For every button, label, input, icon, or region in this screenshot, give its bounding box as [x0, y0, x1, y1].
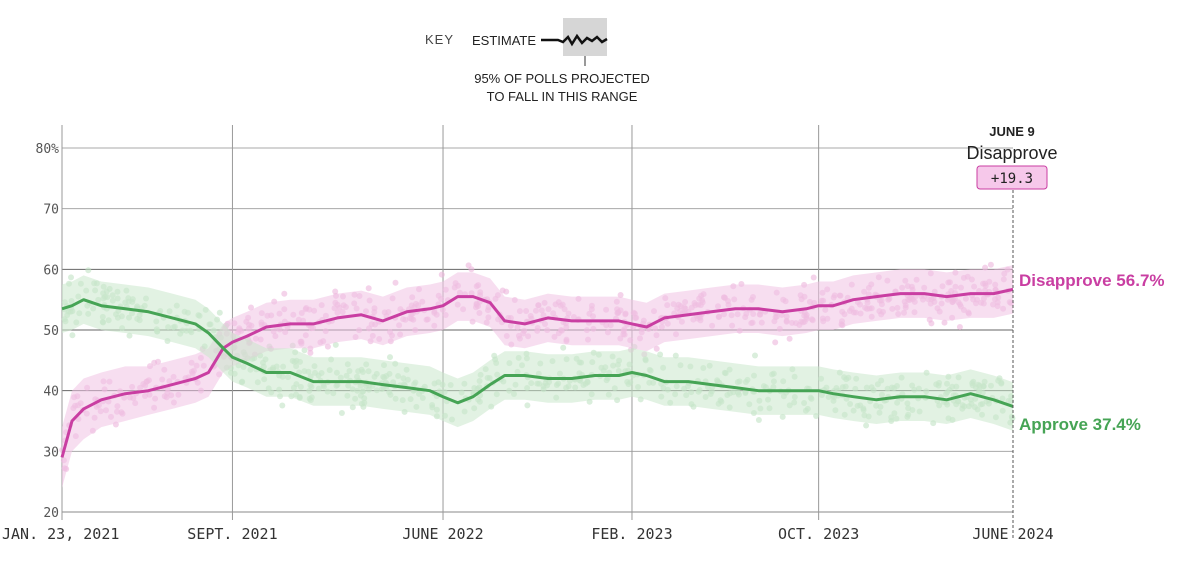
poll-dot-disapprove	[772, 339, 779, 346]
chart-key: KEY ESTIMATE 95% OF POLLS PROJECTED TO F…	[425, 18, 650, 104]
x-tick-label: OCT. 2023	[778, 525, 859, 543]
poll-dot-approve	[755, 417, 762, 423]
poll-dot-approve	[68, 274, 74, 281]
poll-dot-approve	[338, 410, 345, 416]
y-tick-label: 60	[43, 263, 59, 278]
estimate-lines	[60, 287, 1014, 458]
poll-dot-disapprove	[281, 290, 288, 297]
line-disapprove	[60, 287, 1014, 458]
annotation-series: Disapprove	[966, 143, 1057, 163]
y-tick-label: 70	[43, 203, 59, 218]
x-tick-label: JUNE 2022	[402, 525, 483, 543]
poll-dot-disapprove	[786, 335, 793, 342]
key-estimate-label: ESTIMATE	[472, 33, 536, 48]
poll-dot-disapprove	[982, 264, 989, 271]
poll-dot-approve	[524, 402, 531, 409]
key-range-label-1: 95% OF POLLS PROJECTED	[474, 71, 650, 86]
poll-dot-approve	[301, 347, 308, 354]
line-approve	[61, 298, 1014, 408]
key-range-label-2: TO FALL IN THIS RANGE	[487, 89, 638, 104]
poll-dot-disapprove	[155, 358, 161, 365]
latest-annotation: JUNE 9 Disapprove +19.3	[966, 124, 1058, 540]
x-tick-label: FEB. 2023	[591, 525, 672, 543]
poll-dot-disapprove	[307, 349, 314, 356]
poll-dot-approve	[69, 332, 76, 339]
poll-dot-approve	[779, 413, 786, 420]
key-range-swatch	[563, 18, 607, 56]
poll-dot-disapprove	[248, 304, 254, 311]
annotation-value: +19.3	[991, 171, 1033, 187]
x-tick-label: SEPT. 2021	[187, 525, 277, 543]
key-title: KEY	[425, 32, 454, 47]
poll-dot-disapprove	[465, 262, 472, 269]
chart-axes: 20 30 40 50 60 70 80% JAN. 23, 2021 SEPT. 2021 JU…	[2, 142, 1054, 543]
poll-dot-disapprove	[324, 343, 331, 350]
poll-dot-approve	[279, 402, 286, 409]
y-tick-label: 40	[43, 385, 59, 400]
poll-dot-disapprove	[653, 345, 660, 352]
poll-dot-disapprove	[438, 271, 445, 278]
poll-dot-approve	[216, 309, 223, 316]
poll-dot-approve	[126, 332, 133, 339]
band-disapprove	[62, 265, 1013, 488]
poll-dot-approve	[672, 352, 679, 359]
poll-dot-disapprove	[499, 287, 506, 294]
poll-dot-approve	[387, 354, 393, 361]
poll-dot-disapprove	[392, 279, 399, 286]
poll-dot-disapprove	[956, 324, 963, 330]
annotation-value-box	[976, 165, 1048, 190]
y-tick-label: 20	[43, 506, 59, 521]
poll-dot-disapprove	[941, 319, 948, 326]
annotation-date: JUNE 9	[989, 124, 1035, 139]
poll-dot-disapprove	[810, 274, 817, 281]
y-tick-label: 30	[43, 445, 59, 460]
y-tick-label: 80%	[36, 142, 60, 157]
poll-dot-disapprove	[332, 288, 339, 295]
poll-dot-approve	[752, 352, 758, 359]
poll-dot-approve	[560, 344, 567, 351]
key-estimate-line	[541, 33, 608, 47]
poll-dot-approve	[332, 341, 339, 348]
x-tick-label: JUNE 2024	[972, 525, 1053, 543]
end-label-approve: Approve 37.4%	[1019, 415, 1141, 434]
y-tick-label: 50	[43, 324, 59, 339]
poll-dot-approve	[85, 267, 92, 274]
x-tick-label: JAN. 23, 2021	[2, 525, 119, 543]
poll-dot-disapprove	[365, 285, 372, 292]
poll-dot-approve	[863, 422, 870, 429]
poll-dot-disapprove	[987, 261, 994, 268]
poll-dot-disapprove	[617, 292, 624, 298]
end-label-disapprove: Disapprove 56.7%	[1019, 271, 1165, 290]
